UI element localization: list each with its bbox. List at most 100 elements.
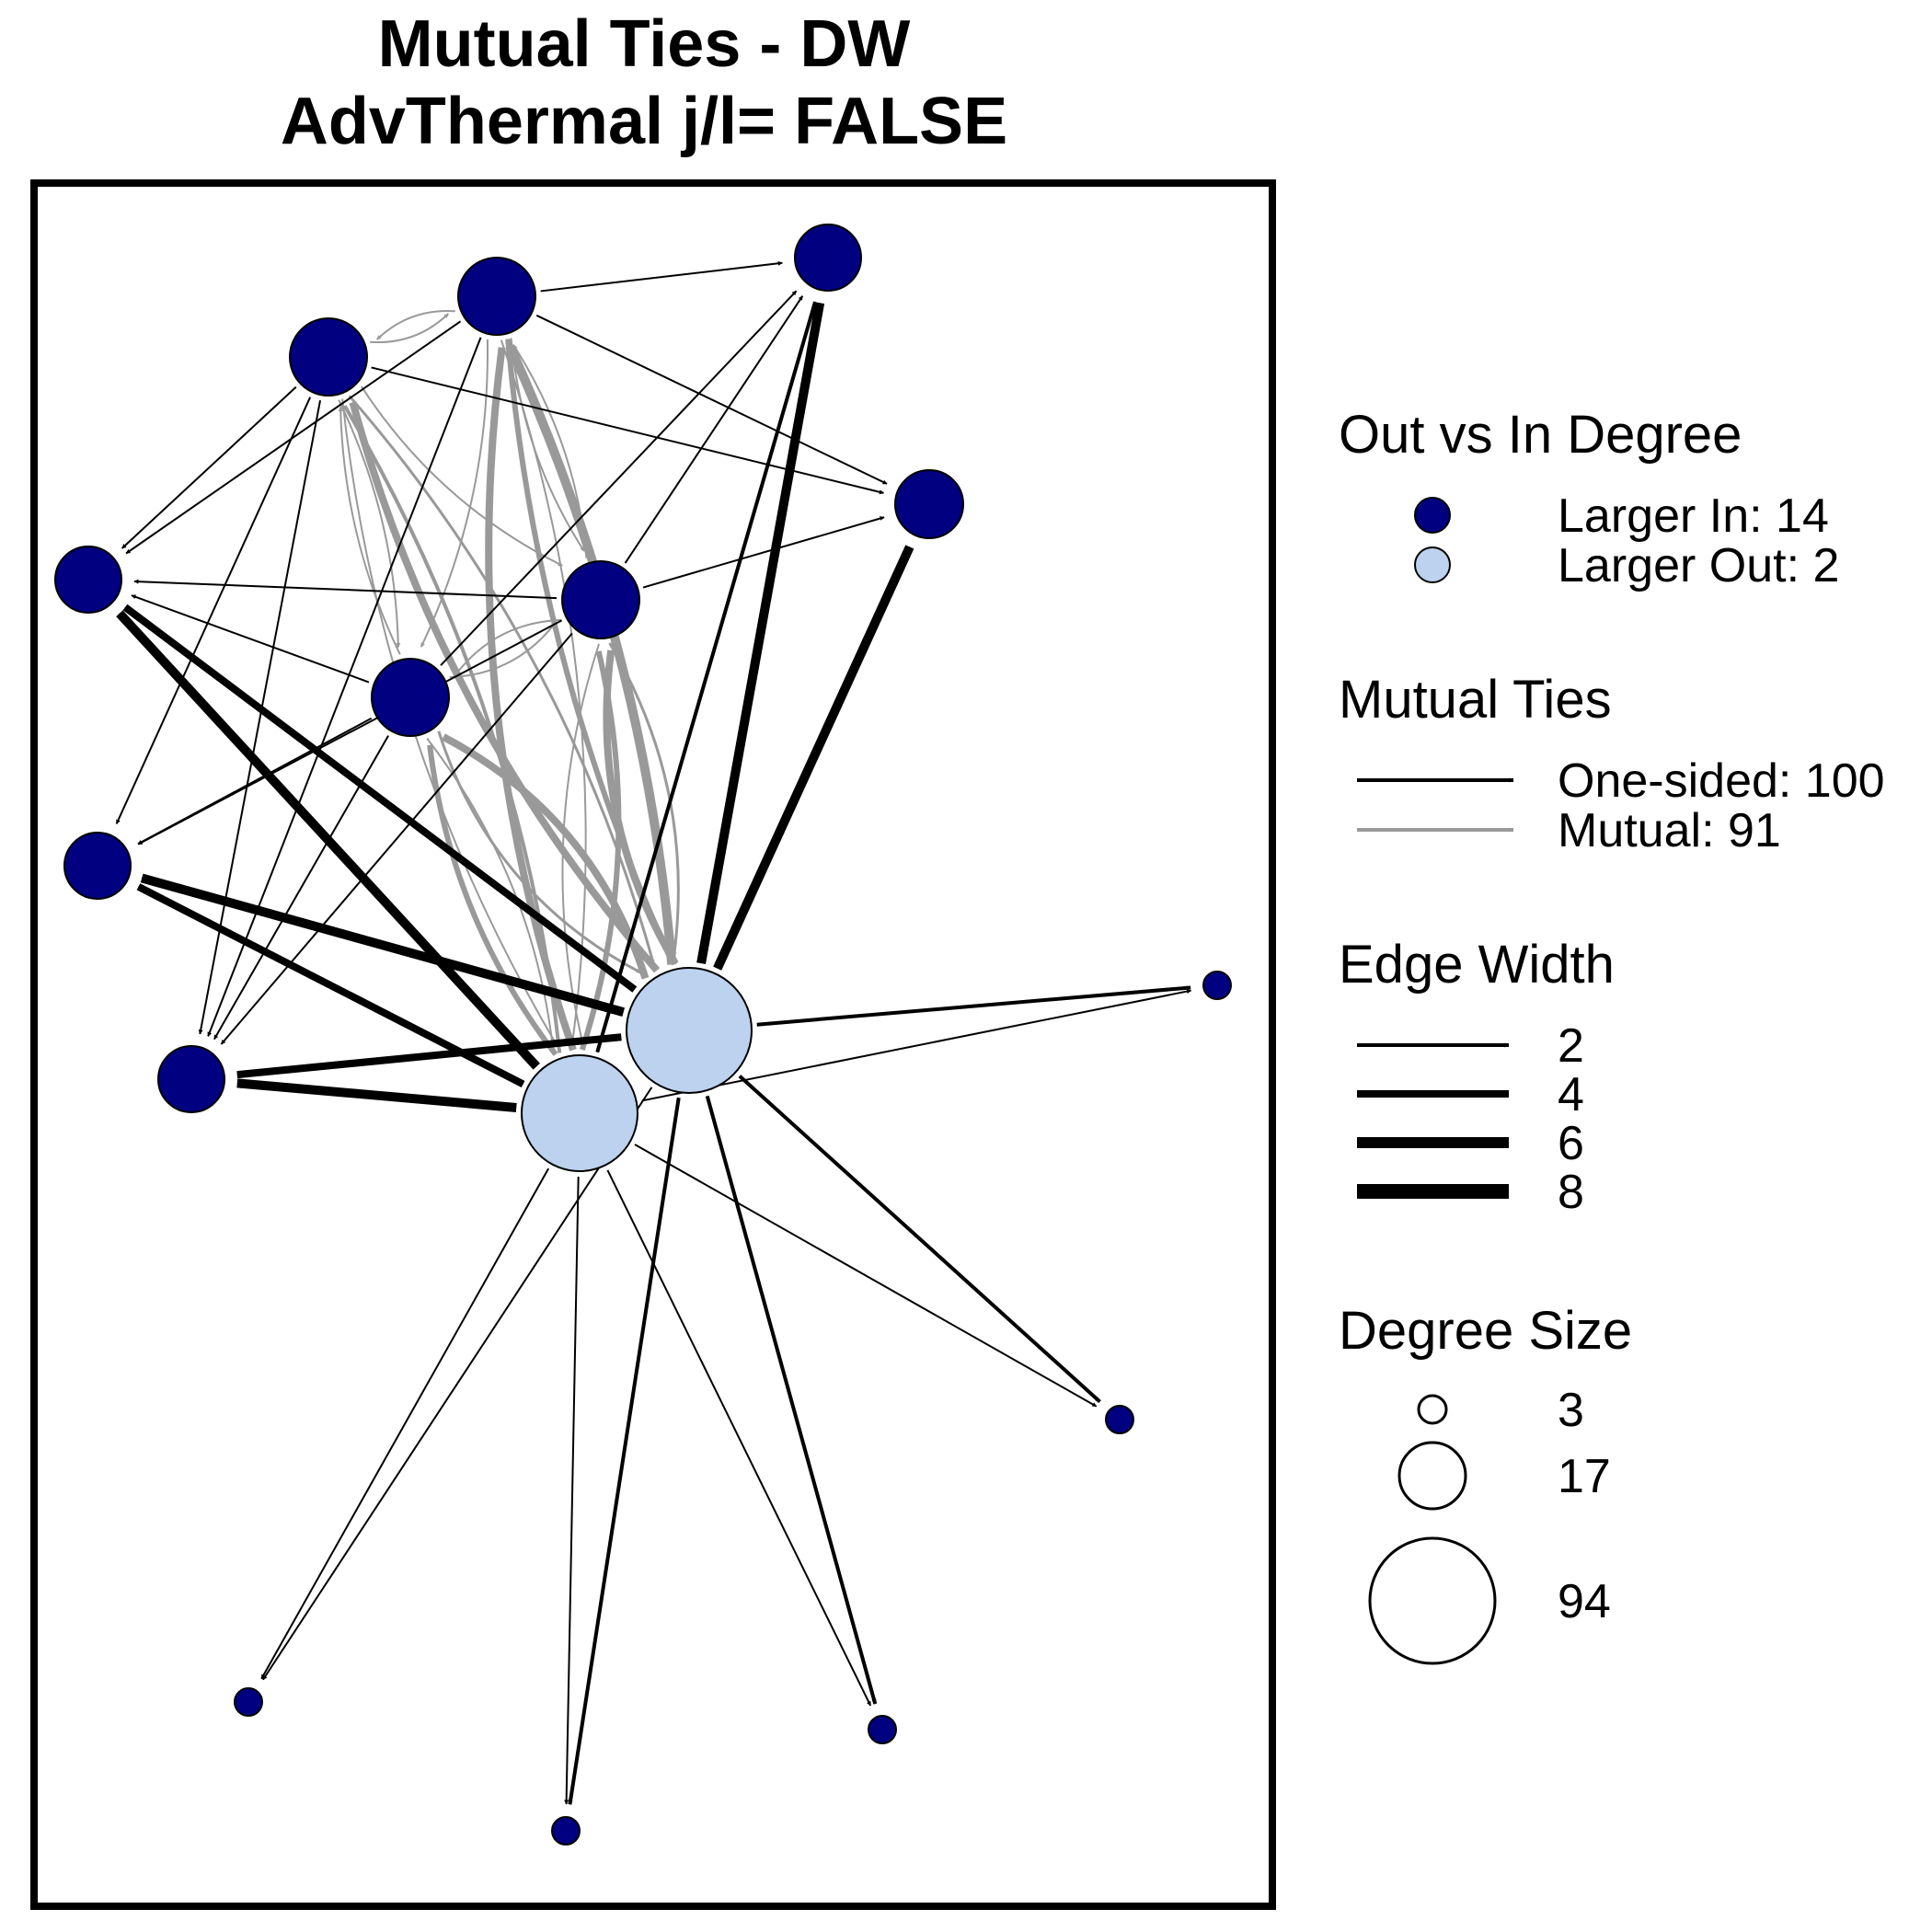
legend-degree-size-94-label: 94 [1558, 1575, 1611, 1628]
mutual-edge-o1-to-n3 [349, 401, 661, 973]
edge-n2-to-n5 [125, 320, 462, 555]
legend-degree-size-17 [1397, 1441, 1467, 1511]
mutual-edge-n6-to-o1 [608, 642, 680, 958]
edge-n6-to-n8 [137, 619, 563, 845]
mutual-edge-n7-to-n6 [449, 622, 556, 679]
node-larger-in-n5 [54, 546, 122, 614]
mutual-edge-n2-to-n7 [420, 339, 489, 648]
edge-n6-to-n5 [133, 579, 558, 600]
one-sided-edges [115, 260, 1192, 1805]
mutual-edge-n3-to-o1 [348, 395, 655, 965]
edge-o1-to-n14 [705, 1095, 878, 1705]
edge-n6-to-n4 [642, 516, 885, 589]
chart-title-line1: Mutual Ties - DW [378, 7, 911, 81]
node-larger-in-n14 [868, 1715, 897, 1744]
edge-o2-to-n1 [595, 301, 817, 1053]
legend-edge-width-title: Edge Width [1339, 935, 1615, 995]
edge-o1-to-n9 [236, 1033, 622, 1079]
edge-o1-to-n12 [262, 1087, 653, 1681]
mutual-edge-n3-to-n2 [370, 313, 450, 344]
edge-n7-to-n5 [131, 594, 370, 684]
mutual-edge-n3-to-n6 [360, 385, 563, 567]
node-larger-in-n8 [63, 832, 132, 900]
legend-out-vs-in-title: Out vs In Degree [1339, 405, 1742, 465]
node-larger-in-n13 [551, 1816, 581, 1846]
mutual-edge-n6-to-n7 [455, 618, 562, 675]
mutual-edge-o2-to-n3 [342, 405, 562, 1053]
edge-o1-to-n8 [140, 873, 626, 1017]
legend-out-vs-in: Out vs In Degree Larger In: 14 Larger Ou… [1339, 405, 1839, 592]
edge-n6-to-n1 [624, 295, 804, 564]
edge-n7-to-n9 [213, 735, 389, 1041]
legend-degree-size: Degree Size 3 17 94 [1339, 1301, 1632, 1665]
mutual-edge-n3-to-n7 [338, 399, 401, 649]
legend-degree-size-17-label: 17 [1558, 1450, 1611, 1503]
legend-mutual-ties-title: Mutual Ties [1339, 670, 1612, 730]
node-larger-in-n2 [457, 257, 536, 336]
node-larger-in-n12 [234, 1687, 263, 1717]
edge-n2-to-n9 [207, 337, 482, 1037]
edge-o1-to-n5 [122, 604, 638, 993]
edge-o1-to-n10 [756, 985, 1191, 1027]
mutual-edge-n6-to-n2 [512, 344, 588, 558]
legend-mutual-label: Mutual: 91 [1558, 804, 1781, 857]
legend-one-sided-label: One-sided: 100 [1558, 754, 1885, 808]
legend-edge-width-6-label: 6 [1558, 1117, 1584, 1170]
plot-frame [30, 179, 1276, 1910]
legend-degree-size-3-label: 3 [1558, 1384, 1584, 1437]
edge-n7-to-n1 [440, 290, 798, 666]
legend-degree-size-3 [1417, 1394, 1448, 1425]
mutual-edge-o2-to-n7 [427, 744, 558, 1056]
edge-n3-to-n5 [121, 385, 297, 549]
edge-o1-to-n4 [713, 545, 914, 971]
legend-edge-width-4-label: 4 [1558, 1068, 1584, 1121]
legend-degree-size-94 [1368, 1536, 1497, 1665]
node-larger-in-n9 [157, 1045, 225, 1113]
mutual-edge-n6-to-o2 [561, 643, 600, 1043]
node-larger-in-n10 [1202, 971, 1232, 1000]
edge-n2-to-n1 [540, 260, 783, 293]
legend-mutual-ties: Mutual Ties One-sided: 100 Mutual: 91 [1339, 670, 1885, 857]
legend-larger-out-label: Larger Out: 2 [1558, 539, 1839, 592]
legend-larger-in-label: Larger In: 14 [1558, 489, 1829, 543]
edge-o2-to-n12 [260, 1167, 550, 1680]
mutual-edge-o1-to-n6 [603, 650, 679, 966]
edge-n3-to-n9 [198, 399, 322, 1035]
node-larger-in-n11 [1105, 1405, 1134, 1434]
nodes [54, 224, 1232, 1846]
edge-o2-to-n11 [634, 1144, 1098, 1408]
node-larger-in-n1 [794, 224, 862, 292]
edge-n3-to-n8 [115, 397, 312, 824]
node-larger-in-n7 [371, 658, 450, 737]
mutual-edge-n2-to-n3 [375, 309, 455, 340]
legend-larger-out-swatch [1414, 546, 1451, 583]
edge-o2-to-n13 [564, 1176, 580, 1805]
mutual-edge-n7-to-n3 [338, 406, 401, 655]
edge-o2-to-n10 [641, 989, 1192, 1102]
mutual-edge-n7-to-o2 [426, 737, 555, 1049]
legend-edge-width: Edge Width 2 4 6 8 [1339, 935, 1615, 1219]
legend-degree-size-title: Degree Size [1339, 1301, 1632, 1361]
mutual-edge-o1-to-n2 [505, 344, 677, 965]
node-larger-out-o2 [521, 1054, 638, 1172]
legend-edge-width-8-label: 8 [1558, 1166, 1584, 1219]
legend-edge-width-2-label: 2 [1558, 1019, 1584, 1073]
mutual-edge-o2-to-n2 [485, 347, 577, 1052]
chart-title-line2: AdvThermal j/l= FALSE [281, 85, 1007, 158]
edge-o2-to-n9 [236, 1078, 517, 1112]
edge-n2-to-n4 [535, 314, 888, 485]
node-larger-in-n6 [561, 560, 640, 639]
edge-o1-to-n11 [738, 1075, 1101, 1404]
node-larger-out-o1 [626, 967, 753, 1094]
edge-o1-to-n13 [568, 1097, 681, 1805]
legend-larger-in-swatch [1414, 497, 1451, 534]
node-larger-in-n3 [289, 317, 368, 397]
edge-n3-to-n4 [371, 366, 884, 495]
node-larger-in-n4 [894, 469, 964, 539]
edge-o1-to-n1 [696, 302, 825, 965]
mutual-edge-n2-to-n6 [510, 338, 585, 552]
edge-n6-to-n9 [220, 632, 573, 1045]
mutual-edge-o2-to-n6 [579, 650, 622, 1051]
edge-o2-to-n14 [606, 1169, 872, 1707]
